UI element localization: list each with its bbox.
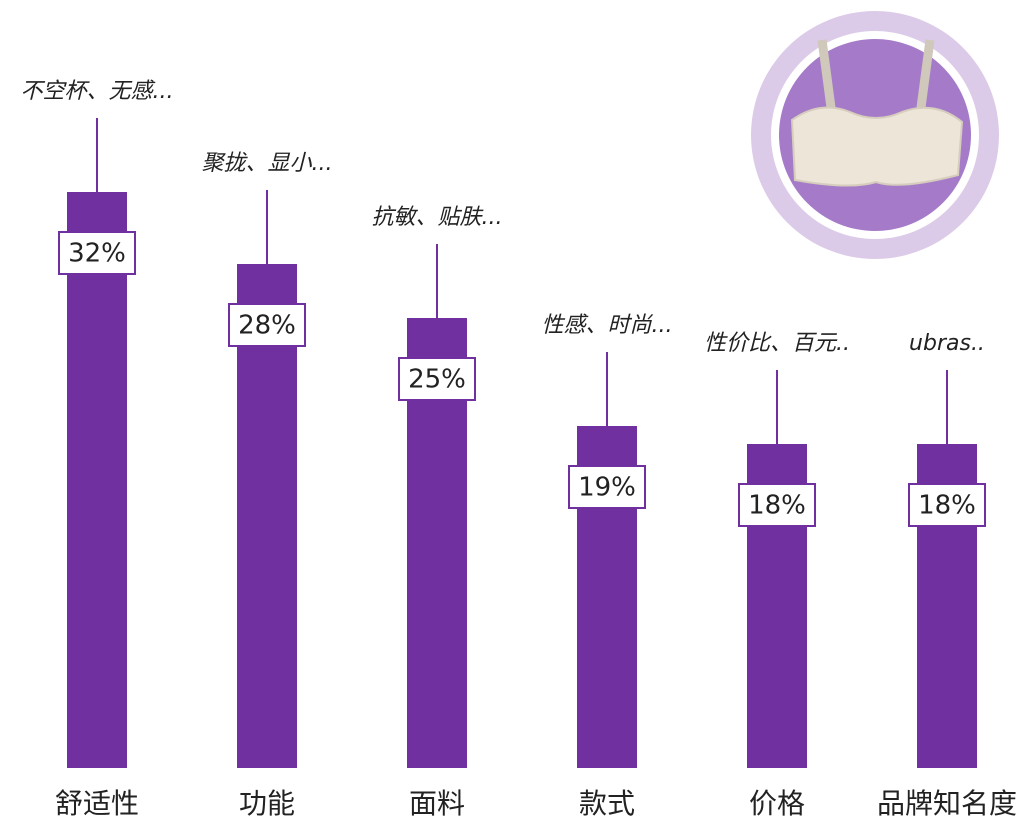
value-label-box [228,303,306,347]
x-tick-label: 功能 [239,787,295,820]
x-tick-label: 品牌知名度 [877,787,1017,820]
value-label: 19% [578,473,636,503]
value-label-box [398,357,476,401]
value-label: 18% [748,491,806,521]
product-image [751,11,999,259]
annotation: ubras.. [909,331,985,356]
value-label: 18% [918,491,976,521]
value-label: 25% [408,365,466,395]
annotation: 抗敏、贴肤... [372,205,503,230]
bar [67,192,127,768]
annotation: 性感、时尚... [542,313,673,338]
x-tick-label: 款式 [579,787,635,820]
value-label-box [908,483,986,527]
annotation: 聚拢、显小... [202,151,333,176]
x-tick-label: 面料 [409,787,465,820]
value-label-box [58,231,136,275]
x-tick-label: 价格 [749,787,805,820]
annotation: 性价比、百元.. [704,331,850,356]
value-label-box [738,483,816,527]
annotation: 不空杯、无感... [21,79,174,104]
x-tick-label: 舒适性 [55,787,139,820]
value-label: 32% [68,239,126,269]
value-label: 28% [238,311,296,341]
bar [237,264,297,768]
value-label-box [568,465,646,509]
